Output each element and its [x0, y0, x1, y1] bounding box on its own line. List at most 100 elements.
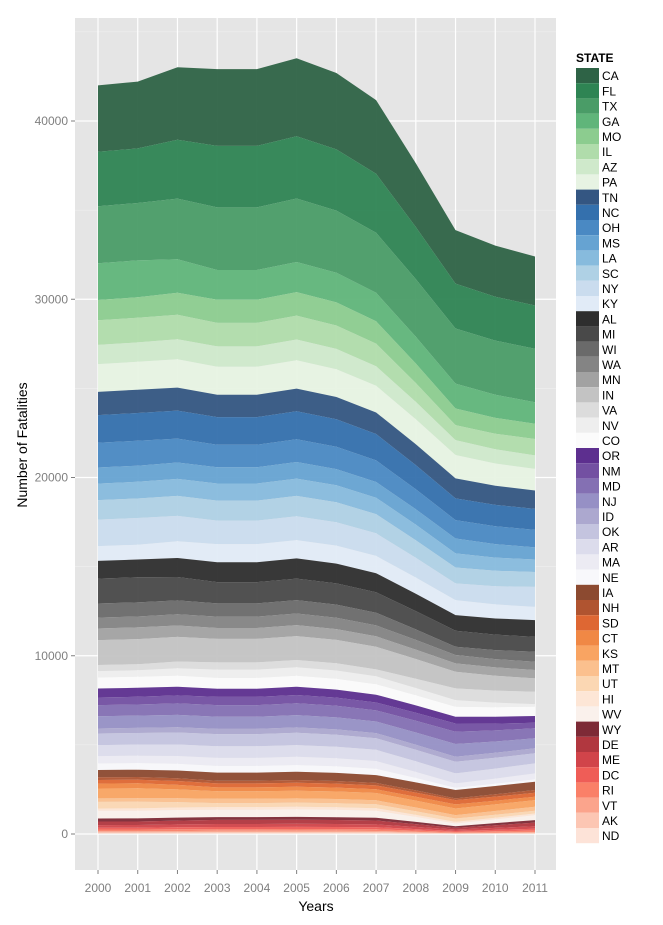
legend-label-nc: NC — [602, 206, 620, 220]
legend-swatch-dc — [576, 767, 599, 783]
legend-swatch-ks — [576, 645, 599, 661]
legend-swatch-wi — [576, 341, 599, 357]
x-tick-label: 2009 — [442, 881, 469, 895]
area-id — [98, 727, 535, 762]
legend-label-nh: NH — [602, 601, 619, 615]
area-al — [98, 558, 535, 637]
area-nm — [98, 695, 535, 732]
legend-swatch-nc — [576, 204, 599, 220]
x-axis: 2000 2001 2002 2003 2004 2005 2006 2007 2008 2009… — [85, 870, 548, 895]
legend-title: STATE — [576, 51, 614, 65]
legend-swatch-id — [576, 508, 599, 524]
legend-label-ca: CA — [602, 69, 619, 83]
legend-swatch-in — [576, 387, 599, 403]
area-wi — [98, 600, 535, 662]
legend-label-vt: VT — [602, 799, 618, 813]
area-in — [98, 636, 535, 692]
legend-label-tn: TN — [602, 191, 618, 205]
legend-swatch-sd — [576, 615, 599, 631]
x-tick-label: 2004 — [244, 881, 271, 895]
legend-label-ok: OK — [602, 525, 619, 539]
legend-swatch-nj — [576, 493, 599, 509]
legend-swatch-fl — [576, 83, 599, 99]
legend-label-mt: MT — [602, 662, 620, 676]
legend-label-sd: SD — [602, 616, 619, 630]
area-md — [98, 703, 535, 744]
y-axis: 0 10000 20000 30000 40000 — [35, 114, 75, 841]
legend-label-nv: NV — [602, 419, 619, 433]
legend-label-ma: MA — [602, 556, 620, 570]
area-vt — [98, 830, 535, 834]
area-wv — [98, 809, 535, 827]
x-tick-label: 2003 — [204, 881, 231, 895]
area-oh — [98, 438, 535, 548]
legend-label-ga: GA — [602, 115, 619, 129]
area-co — [98, 675, 535, 717]
area-nc — [98, 410, 535, 530]
legend-label-nd: ND — [602, 829, 620, 843]
y-tick-label: 10000 — [35, 649, 69, 663]
area-nh — [98, 777, 535, 801]
legend-swatch-hi — [576, 691, 599, 707]
legend-swatch-ri — [576, 782, 599, 798]
legend-label-ky: KY — [602, 297, 618, 311]
legend-swatch-il — [576, 144, 599, 160]
area-wa — [98, 613, 535, 670]
x-tick-label: 2005 — [283, 881, 310, 895]
legend-swatch-mi — [576, 326, 599, 342]
legend-swatch-wa — [576, 356, 599, 372]
area-ga — [98, 259, 535, 424]
legend-swatch-tn — [576, 189, 599, 205]
legend-swatch-me — [576, 752, 599, 768]
legend-label-mn: MN — [602, 373, 621, 387]
area-ak — [98, 832, 535, 834]
legend-label-wv: WV — [602, 708, 621, 722]
y-tick-label: 20000 — [35, 471, 69, 485]
area-nd — [98, 833, 535, 834]
legend-label-mi: MI — [602, 328, 615, 342]
legend-label-in: IN — [602, 388, 614, 402]
area-ca — [98, 58, 535, 306]
legend-swatch-ak — [576, 812, 599, 828]
legend-label-id: ID — [602, 510, 614, 524]
area-tx — [98, 198, 535, 403]
legend-label-wy: WY — [602, 723, 621, 737]
legend-swatch-oh — [576, 220, 599, 236]
legend-swatch-al — [576, 311, 599, 327]
legend-swatch-nh — [576, 600, 599, 616]
legend-label-ia: IA — [602, 586, 613, 600]
area-nj — [98, 714, 535, 757]
legend-swatch-ct — [576, 630, 599, 646]
legend-swatch-nv — [576, 417, 599, 433]
x-axis-title: Years — [298, 898, 333, 914]
area-ok — [98, 732, 535, 774]
legend-swatch-ia — [576, 584, 599, 600]
area-ky — [98, 540, 535, 621]
area-mn — [98, 625, 535, 679]
legend-swatch-ut — [576, 676, 599, 692]
legend-swatch-ca — [576, 68, 599, 84]
area-hi — [98, 806, 535, 824]
area-ar — [98, 744, 535, 784]
legend-swatch-va — [576, 402, 599, 418]
legend-label-sc: SC — [602, 267, 619, 281]
area-ne — [98, 763, 535, 790]
x-tick-label: 2008 — [402, 881, 429, 895]
legend-label-tx: TX — [602, 100, 617, 114]
area-mi — [98, 577, 535, 652]
legend-label-hi: HI — [602, 692, 614, 706]
legend-label-dc: DC — [602, 768, 620, 782]
legend-swatch-ga — [576, 113, 599, 129]
x-tick-label: 2006 — [323, 881, 350, 895]
legend-swatch-ne — [576, 569, 599, 585]
legend-label-nm: NM — [602, 464, 621, 478]
legend-label-de: DE — [602, 738, 619, 752]
legend-swatch-wy — [576, 721, 599, 737]
legend-label-fl: FL — [602, 84, 616, 98]
area-ma — [98, 755, 535, 788]
legend-label-ne: NE — [602, 571, 619, 585]
area-ny — [98, 515, 535, 607]
legend-label-ks: KS — [602, 647, 618, 661]
legend-label-mo: MO — [602, 130, 621, 144]
